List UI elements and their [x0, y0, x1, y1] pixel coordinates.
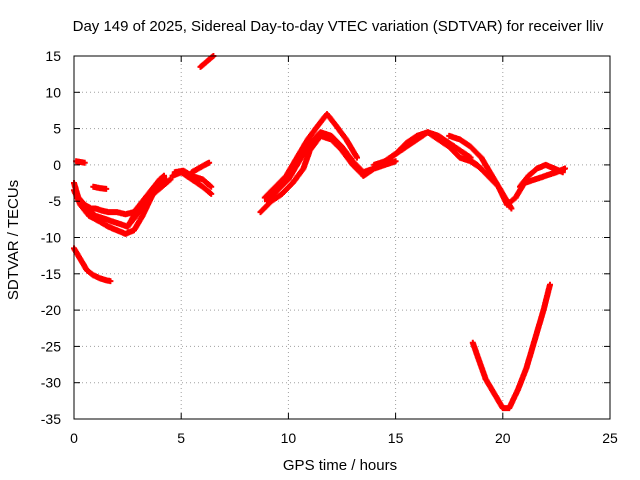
x-tick-label: 20 — [495, 430, 511, 446]
data-point-markers — [188, 159, 213, 176]
x-axis-label: GPS time / hours — [283, 457, 397, 474]
y-tick-label: -10 — [41, 230, 61, 246]
y-tick-label: -15 — [41, 266, 61, 282]
y-axis-label: SDTVAR / TECUs — [5, 180, 22, 300]
series-arc-4 — [124, 176, 174, 230]
y-tick-label: -35 — [41, 411, 61, 427]
data-point-markers — [469, 281, 553, 412]
y-tick-label: -25 — [41, 338, 61, 354]
series-arc-9 — [171, 167, 215, 190]
x-tick-label: 25 — [602, 430, 618, 446]
y-tick-label: -5 — [49, 193, 62, 209]
series-arc-10 — [188, 159, 213, 176]
x-tick-label: 5 — [177, 430, 185, 446]
y-tick-label: -30 — [41, 375, 61, 391]
data-point-markers — [197, 53, 217, 70]
data-point-markers — [517, 161, 566, 190]
data-point-markers — [171, 167, 215, 190]
x-tick-label: 10 — [281, 430, 297, 446]
data-point-markers — [73, 158, 88, 166]
grid-lines — [74, 56, 610, 419]
axis-ticks: 0 5 10 15 20 25 -35 -30 -25 -20 -15 -10 -5 0 5 10 15 — [41, 48, 618, 446]
y-tick-label: -20 — [41, 302, 61, 318]
y-tick-label: 5 — [53, 121, 61, 137]
data-point-markers — [90, 183, 110, 192]
x-tick-label: 0 — [70, 430, 78, 446]
series-arc-11 — [197, 53, 217, 70]
series-arc-7 — [90, 183, 110, 192]
y-tick-label: 10 — [45, 84, 61, 100]
y-tick-label: 0 — [53, 157, 61, 173]
series-arc-13 — [261, 111, 360, 201]
x-tick-label: 15 — [388, 430, 404, 446]
y-tick-label: 15 — [45, 48, 61, 64]
data-point-markers — [261, 111, 360, 201]
series-arc-19 — [517, 161, 566, 190]
series-arc-6 — [73, 158, 88, 166]
data-point-markers — [124, 176, 174, 230]
chart-title: Day 149 of 2025, Sidereal Day-to-day VTE… — [73, 18, 604, 35]
data-points — [71, 53, 568, 412]
series-arc-20 — [469, 281, 553, 412]
